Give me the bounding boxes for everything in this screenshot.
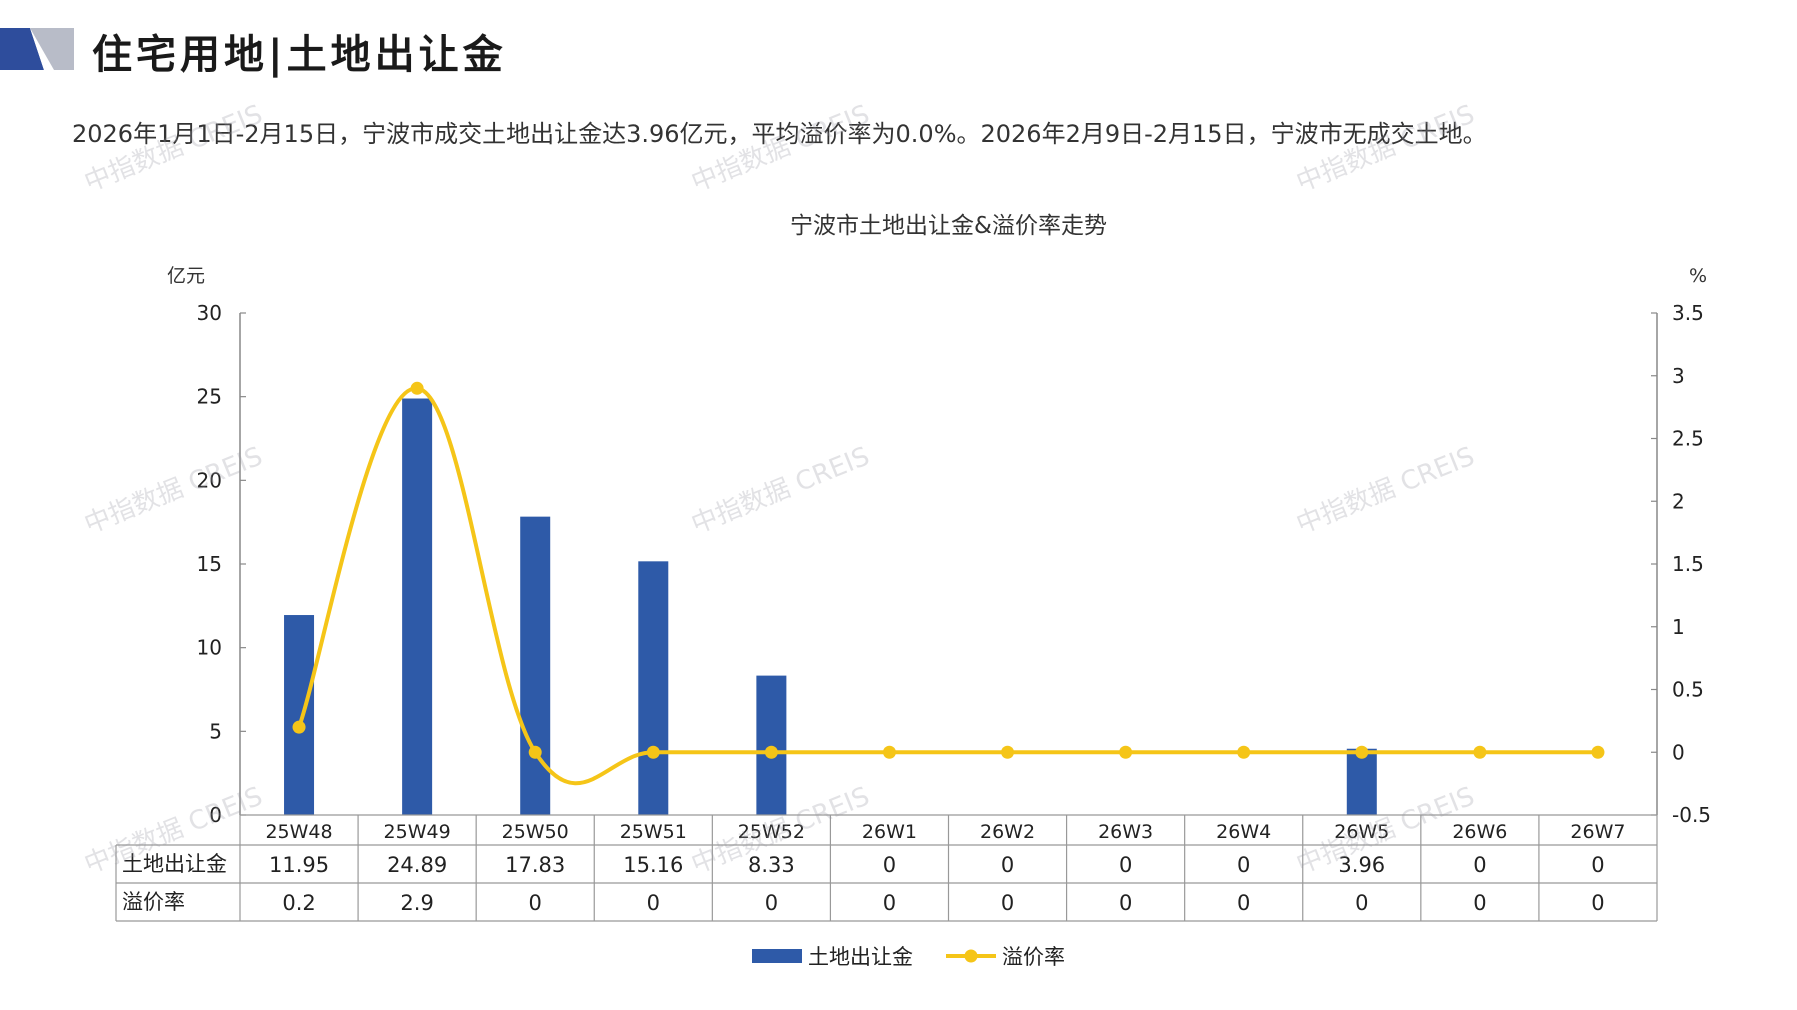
right-tick-label: 2.5 [1672,427,1704,451]
category-label: 26W6 [1452,821,1507,843]
line-data-label: 0 [1591,891,1604,915]
left-axis-unit: 亿元 [167,265,205,287]
point-26W7 [1591,745,1605,759]
left-tick-label: 5 [209,719,222,743]
bar-data-label: 8.33 [748,853,795,877]
legend-bar-label: 土地出让金 [808,945,913,969]
point-25W48 [292,720,306,734]
category-label: 26W5 [1334,821,1389,843]
bar-data-label: 24.89 [387,853,447,877]
right-tick-label: 0 [1672,740,1685,764]
line-data-label: 0 [1473,891,1486,915]
legend-bar-swatch [752,949,802,963]
point-26W1 [882,745,896,759]
category-label: 26W7 [1570,821,1625,843]
line-data-label: 2.9 [400,891,433,915]
point-25W50 [528,745,542,759]
point-25W49 [410,381,424,395]
chart-title: 宁波市土地出让金&溢价率走势 [790,213,1107,239]
bar-25W50 [520,516,551,815]
line-data-label: 0 [647,891,660,915]
table-row-header-bar: 土地出让金 [122,852,227,876]
category-label: 26W4 [1216,821,1271,843]
right-tick-label: 2 [1672,489,1685,513]
category-label: 26W2 [980,821,1035,843]
category-label: 25W52 [738,821,805,843]
category-label: 25W51 [620,821,687,843]
line-data-label: 0 [1355,891,1368,915]
point-26W2 [1001,745,1015,759]
point-26W3 [1119,745,1133,759]
bar-25W49 [402,398,433,815]
point-25W52 [764,745,778,759]
line-data-label: 0 [765,891,778,915]
left-tick-label: 20 [197,468,222,492]
category-label: 25W48 [265,821,332,843]
legend-line-label: 溢价率 [1002,945,1065,969]
right-tick-label: 3 [1672,364,1685,388]
line-data-label: 0 [529,891,542,915]
bar-25W52 [756,675,787,815]
bar-data-label: 0 [883,853,896,877]
bar-26W5 [1346,748,1377,815]
legend-line-marker [964,949,978,963]
line-data-label: 0 [883,891,896,915]
category-label: 25W49 [384,821,451,843]
line-data-label: 0 [1001,891,1014,915]
right-axis-unit: % [1689,265,1707,287]
category-label: 25W50 [502,821,569,843]
right-tick-label: 1 [1672,615,1685,639]
table-row-header-line: 溢价率 [122,890,185,914]
line-data-label: 0 [1119,891,1132,915]
bar-data-label: 0 [1001,853,1014,877]
bar-25W51 [638,561,669,815]
bar-data-label: 3.96 [1338,853,1385,877]
left-tick-label: 0 [209,803,222,827]
bar-data-label: 15.16 [623,853,683,877]
bar-data-label: 0 [1473,853,1486,877]
header-logo [0,28,74,70]
left-tick-label: 30 [197,301,222,325]
right-tick-label: -0.5 [1672,803,1711,827]
point-25W51 [646,745,660,759]
left-tick-label: 25 [197,385,222,409]
page-title: 住宅用地|土地出让金 [92,32,507,78]
category-label: 26W1 [862,821,917,843]
line-series-premium-rate [297,386,1598,786]
bar-data-label: 17.83 [505,853,565,877]
summary-text: 2026年1月1日-2月15日，宁波市成交土地出让金达3.96亿元，平均溢价率为… [72,120,1487,148]
category-label: 26W3 [1098,821,1153,843]
bar-data-label: 0 [1119,853,1132,877]
left-tick-label: 10 [197,636,222,660]
point-26W4 [1237,745,1251,759]
right-tick-label: 1.5 [1672,552,1704,576]
right-tick-label: 3.5 [1672,301,1704,325]
left-tick-label: 15 [197,552,222,576]
point-26W6 [1473,745,1487,759]
line-data-label: 0.2 [282,891,315,915]
bar-25W48 [284,615,315,815]
line-data-label: 0 [1237,891,1250,915]
bar-data-label: 0 [1591,853,1604,877]
point-26W5 [1355,745,1369,759]
right-tick-label: 0.5 [1672,678,1704,702]
bar-data-label: 0 [1237,853,1250,877]
bar-data-label: 11.95 [269,853,329,877]
